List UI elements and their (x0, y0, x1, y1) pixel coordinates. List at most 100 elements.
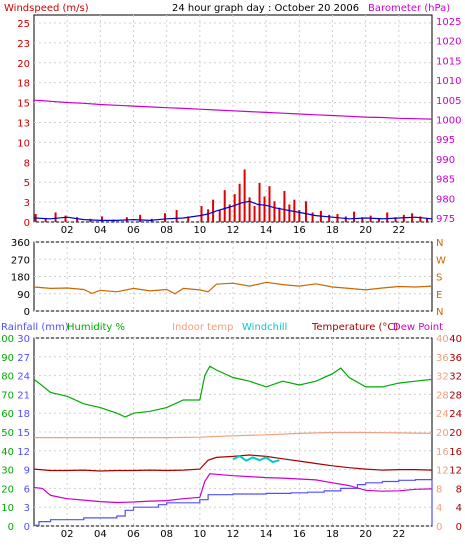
y-tick-label-barometer: 980 (436, 194, 455, 205)
windspeed-bar (223, 190, 226, 222)
y-tick-label-barometer: 985 (436, 175, 455, 186)
y-tick-label-compass: S (436, 273, 442, 284)
y-tick-label-humidity: 100 (0, 334, 14, 345)
y-tick-label-temperature: 16 (449, 447, 462, 458)
x-tick-label: 08 (160, 529, 173, 540)
y-tick-label-indoor: 36 (436, 353, 449, 364)
x-tick-label: 10 (193, 529, 206, 540)
x-tick-label: 04 (94, 225, 107, 236)
y-tick-label-direction: 90 (17, 290, 30, 301)
y-tick-label-windspeed: 25 (17, 19, 30, 30)
legend-windchill: Windchill (242, 322, 287, 333)
windspeed-bar (278, 207, 281, 222)
x-tick-label: 16 (293, 225, 306, 236)
y-tick-label-temperature: 4 (456, 503, 462, 514)
y-tick-label-indoor: 20 (436, 428, 449, 439)
y-tick-label-rainfall: 0 (24, 522, 30, 533)
y-tick-label-compass: N (436, 238, 443, 249)
humidity-line (33, 365, 433, 418)
y-tick-label-direction: 180 (11, 273, 30, 284)
barometer-line (33, 99, 433, 120)
windspeed-bar (258, 182, 261, 222)
y-tick-label-direction: 360 (11, 238, 30, 249)
y-tick-label-compass: E (436, 290, 442, 301)
windspeed-bar (288, 204, 291, 222)
windspeed-bar (298, 210, 301, 222)
top-right-label: Barometer (hPa) (368, 3, 450, 14)
x-tick-label: 14 (260, 225, 273, 236)
y-tick-label-rainfall: 6 (24, 484, 30, 495)
windspeed-bar (175, 210, 178, 222)
y-tick-label-rainfall: 15 (17, 428, 30, 439)
temperature-line (33, 454, 433, 472)
legend-temperature: Temperature (°C) (311, 322, 398, 333)
x-tick-label: 04 (94, 529, 107, 540)
windspeed-bar (344, 216, 347, 222)
windspeed-bar (402, 214, 405, 222)
windspeed-bar (283, 190, 286, 222)
y-tick-label-compass: N (436, 307, 443, 318)
y-tick-label-rainfall: 18 (17, 409, 30, 420)
y-tick-label-humidity: 60 (1, 409, 14, 420)
windspeed-bar (233, 194, 236, 222)
y-tick-label-barometer: 995 (436, 135, 455, 146)
x-tick-label: 08 (160, 225, 173, 236)
windspeed-bar (212, 199, 215, 222)
y-tick-label-rainfall: 12 (17, 447, 30, 458)
y-tick-label-indoor: 32 (436, 372, 449, 383)
windspeed-bar (253, 206, 256, 222)
y-tick-label-barometer: 1000 (436, 115, 461, 126)
y-tick-label-windspeed: 20 (17, 59, 30, 70)
x-tick-label: 22 (392, 529, 405, 540)
y-tick-label-humidity: 90 (1, 353, 14, 364)
windspeed-bar (200, 206, 203, 222)
y-tick-label-barometer: 1005 (436, 96, 461, 107)
x-tick-label: 06 (127, 225, 140, 236)
x-tick-label: 12 (227, 225, 240, 236)
y-tick-label-temperature: 12 (449, 466, 462, 477)
x-tick-label: 18 (326, 529, 339, 540)
y-tick-label-temperature: 24 (449, 409, 462, 420)
y-tick-label-windspeed: 15 (17, 99, 30, 110)
windspeed-bar (311, 212, 314, 222)
windspeed-bar (164, 213, 167, 222)
top-left-label: Windspeed (m/s) (4, 3, 89, 14)
windspeed-bar (394, 217, 397, 222)
y-tick-label-windspeed: 5 (24, 178, 30, 189)
windspeed-bar (238, 183, 241, 222)
legend-dewpoint: Dew Point (393, 322, 443, 333)
y-tick-label-windspeed: 0 (24, 218, 30, 229)
x-tick-label: 18 (326, 225, 339, 236)
y-tick-label-barometer: 1015 (436, 56, 461, 67)
y-tick-label-indoor: 16 (436, 447, 449, 458)
y-tick-label-direction: 270 (11, 255, 30, 266)
windspeed-bar (293, 199, 296, 222)
y-tick-label-barometer: 1010 (436, 76, 461, 87)
y-tick-label-direction: 0 (24, 307, 30, 318)
y-tick-label-humidity: 40 (1, 447, 14, 458)
y-tick-label-rainfall: 3 (24, 503, 30, 514)
windchill-line (232, 454, 280, 464)
windspeed-bar (228, 204, 231, 222)
windspeed-bar (426, 218, 429, 222)
y-tick-label-humidity: 80 (1, 372, 14, 383)
x-tick-label: 06 (127, 529, 140, 540)
y-tick-label-indoor: 28 (436, 390, 449, 401)
legend-indoor: Indoor temp (172, 322, 233, 333)
y-tick-label-temperature: 20 (449, 428, 462, 439)
y-tick-label-indoor: 24 (436, 409, 449, 420)
x-tick-label: 02 (61, 529, 74, 540)
y-tick-label-barometer: 1020 (436, 37, 461, 48)
y-tick-label-humidity: 0 (8, 522, 14, 533)
y-tick-label-humidity: 70 (1, 390, 14, 401)
windspeed-bar (419, 216, 422, 222)
y-tick-label-indoor: 0 (436, 522, 442, 533)
y-tick-label-indoor: 4 (436, 503, 442, 514)
y-tick-label-humidity: 10 (1, 503, 14, 514)
windspeed-bar (377, 218, 380, 222)
y-tick-label-windspeed: 13 (17, 118, 30, 129)
indoor-temp-line (34, 431, 433, 439)
y-tick-label-barometer: 990 (436, 155, 455, 166)
y-tick-label-windspeed: 3 (24, 198, 30, 209)
